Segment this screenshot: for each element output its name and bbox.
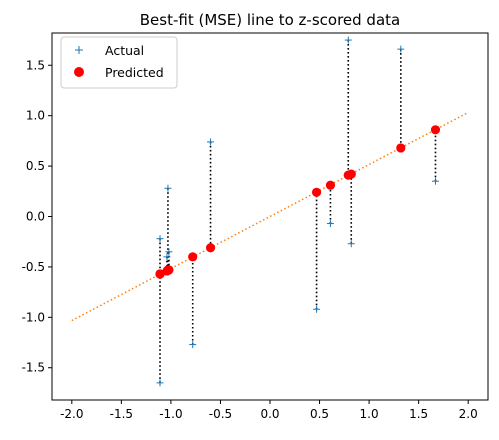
y-tick-label: -1.0 [22,310,45,324]
legend-predicted-label: Predicted [105,65,164,80]
legend-actual-marker [75,46,83,54]
actual-point [165,248,173,256]
y-tick-label: -1.5 [22,361,45,375]
predicted-point [346,169,356,179]
y-axis: -1.5 -1.0 -0.5 0.0 0.5 1.0 1.5 [22,58,52,375]
x-tick-label: 1.5 [409,407,428,421]
x-axis: -2.0 -1.5 -1.0 -0.5 0.0 0.5 1.0 1.5 2.0 [60,400,478,421]
x-tick-label: -2.0 [60,407,83,421]
residual-layer [159,40,437,383]
actual-point [347,240,355,248]
actual-series [156,36,439,387]
predicted-point [396,143,406,153]
predicted-point [325,180,336,190]
actual-point [397,45,405,53]
actual-point [313,305,321,313]
legend-predicted-marker [74,67,84,77]
x-tick-label: -1.0 [159,407,182,421]
actual-point [164,184,172,192]
y-tick-label: 1.0 [26,109,45,123]
x-tick-label: 2.0 [459,407,478,421]
actual-point [326,220,334,228]
predicted-point [188,252,198,262]
chart-title: Best-fit (MSE) line to z-scored data [140,11,400,29]
y-tick-label: 1.5 [26,58,45,72]
actual-point [156,235,164,243]
x-tick-label: 1.0 [360,407,379,421]
predicted-point [205,243,216,253]
plot-area [52,33,488,400]
predicted-point [311,187,322,197]
actual-point [207,138,215,146]
y-tick-label: -0.5 [22,260,45,274]
x-tick-label: 0.5 [310,407,329,421]
legend: Actual Predicted [60,36,178,89]
actual-point [344,36,352,44]
y-tick-label: 0.0 [26,210,45,224]
x-tick-label: -1.5 [110,407,133,421]
legend-box [60,36,178,89]
predicted-series [155,125,441,279]
legend-actual-label: Actual [105,43,144,58]
actual-point [163,253,171,261]
actual-point [431,177,439,185]
actual-point [156,379,164,387]
predicted-point [155,269,165,279]
x-tick-label: 0.0 [260,407,279,421]
y-tick-label: 0.5 [26,159,45,173]
actual-point [189,341,197,349]
x-tick-label: -0.5 [209,407,232,421]
predicted-point [164,265,174,275]
predicted-point [430,125,441,135]
